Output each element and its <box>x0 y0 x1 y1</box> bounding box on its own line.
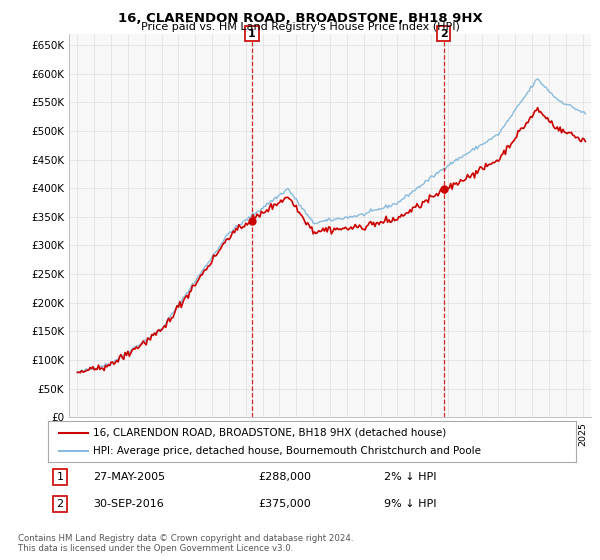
Text: HPI: Average price, detached house, Bournemouth Christchurch and Poole: HPI: Average price, detached house, Bour… <box>93 446 481 455</box>
Text: 2: 2 <box>56 499 64 509</box>
Text: 2% ↓ HPI: 2% ↓ HPI <box>384 472 437 482</box>
Text: Contains HM Land Registry data © Crown copyright and database right 2024.
This d: Contains HM Land Registry data © Crown c… <box>18 534 353 553</box>
Text: 30-SEP-2016: 30-SEP-2016 <box>93 499 164 509</box>
Text: 2: 2 <box>440 29 448 39</box>
Text: 1: 1 <box>248 29 256 39</box>
Text: 16, CLARENDON ROAD, BROADSTONE, BH18 9HX: 16, CLARENDON ROAD, BROADSTONE, BH18 9HX <box>118 12 482 25</box>
Text: 1: 1 <box>56 472 64 482</box>
Text: 9% ↓ HPI: 9% ↓ HPI <box>384 499 437 509</box>
Text: 16, CLARENDON ROAD, BROADSTONE, BH18 9HX (detached house): 16, CLARENDON ROAD, BROADSTONE, BH18 9HX… <box>93 428 446 437</box>
Text: £288,000: £288,000 <box>258 472 311 482</box>
Text: £375,000: £375,000 <box>258 499 311 509</box>
Text: 27-MAY-2005: 27-MAY-2005 <box>93 472 165 482</box>
Text: Price paid vs. HM Land Registry's House Price Index (HPI): Price paid vs. HM Land Registry's House … <box>140 22 460 32</box>
